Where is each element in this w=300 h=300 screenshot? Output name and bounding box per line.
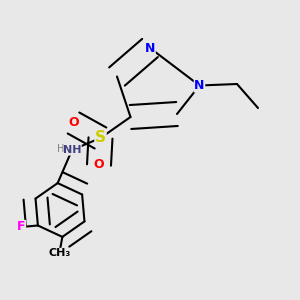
Text: O: O — [68, 116, 79, 130]
Text: NH: NH — [63, 145, 81, 155]
Text: S: S — [95, 130, 106, 146]
Text: F: F — [17, 220, 26, 233]
Text: N: N — [194, 79, 205, 92]
Text: H: H — [57, 143, 64, 154]
Text: O: O — [94, 158, 104, 172]
Text: CH₃: CH₃ — [48, 248, 70, 258]
Text: N: N — [145, 41, 155, 55]
